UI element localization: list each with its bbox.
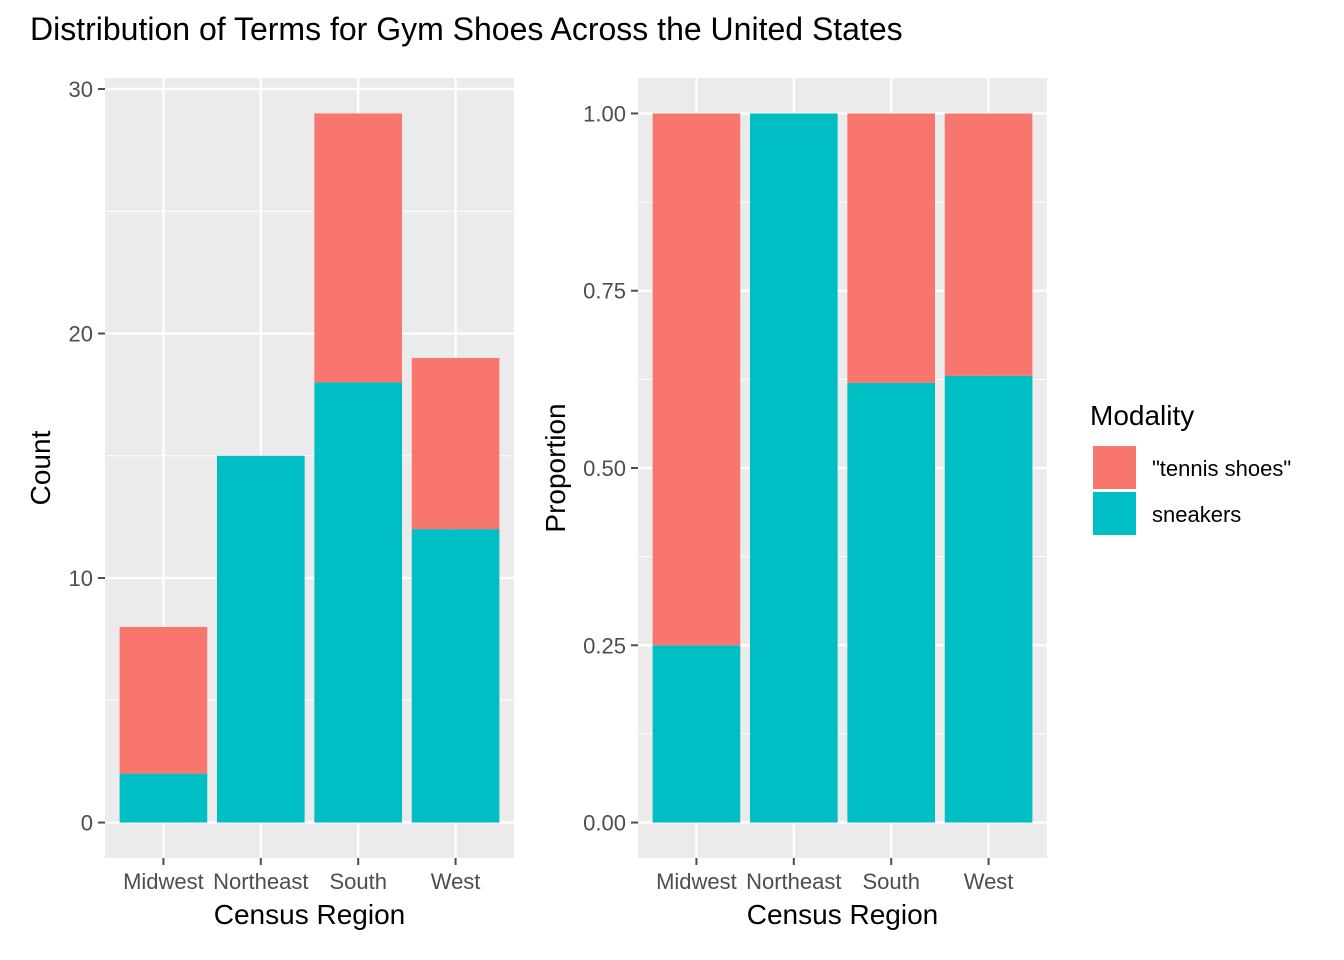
y-tick-label: 0.50 xyxy=(583,456,626,481)
y-tick-label: 30 xyxy=(69,77,93,102)
y-axis-title: Count xyxy=(25,430,56,505)
bar-west-tennis-shoes xyxy=(411,357,500,530)
chart-title: Distribution of Terms for Gym Shoes Acro… xyxy=(30,11,903,47)
y-axis-title: Proportion xyxy=(540,403,571,532)
legend-label-sneakers: sneakers xyxy=(1152,502,1241,527)
legend: Modality "tennis shoes" sneakers xyxy=(1090,400,1291,535)
legend-title: Modality xyxy=(1090,400,1194,431)
bar-west-sneakers xyxy=(944,375,1033,823)
bar-northeast-sneakers xyxy=(216,455,305,823)
bar-west-sneakers xyxy=(411,529,500,823)
bar-south-tennis-shoes xyxy=(847,113,936,383)
x-tick-label: West xyxy=(964,869,1014,894)
bar-midwest-sneakers xyxy=(119,773,208,823)
bar-south-sneakers xyxy=(314,382,403,823)
bar-northeast-sneakers xyxy=(749,113,838,823)
legend-key-sneakers xyxy=(1093,492,1136,535)
y-tick-label: 1.00 xyxy=(583,101,626,126)
count-panel: 0 10 20 30 Midwest Northeast South West Census R… xyxy=(25,77,514,930)
x-axis-title: Census Region xyxy=(747,899,938,930)
x-tick-label: Midwest xyxy=(656,869,737,894)
x-tick-label: Northeast xyxy=(746,869,841,894)
y-tick-label: 0.75 xyxy=(583,279,626,304)
y-tick-label: 20 xyxy=(69,322,93,347)
y-tick-label: 0.25 xyxy=(583,633,626,658)
legend-label-tennis-shoes: "tennis shoes" xyxy=(1152,456,1291,481)
y-tick-label: 10 xyxy=(69,566,93,591)
bar-south-tennis-shoes xyxy=(314,113,403,383)
y-tick-label: 0.00 xyxy=(583,811,626,836)
x-axis-title: Census Region xyxy=(214,899,405,930)
x-tick-label: Midwest xyxy=(123,869,204,894)
x-tick-label: South xyxy=(329,869,387,894)
bar-midwest-tennis-shoes xyxy=(652,113,741,646)
bar-midwest-sneakers xyxy=(652,645,741,823)
bar-midwest-tennis-shoes xyxy=(119,626,208,774)
y-tick-label: 0 xyxy=(81,811,93,836)
legend-key-tennis-shoes xyxy=(1093,446,1136,489)
proportion-panel: 0.00 0.25 0.50 0.75 1.00 Midwest Northeast Sout… xyxy=(540,78,1047,930)
x-tick-label: South xyxy=(862,869,920,894)
x-tick-label: West xyxy=(431,869,481,894)
x-tick-label: Northeast xyxy=(213,869,308,894)
bar-south-sneakers xyxy=(847,382,936,823)
bar-west-tennis-shoes xyxy=(944,113,1033,376)
